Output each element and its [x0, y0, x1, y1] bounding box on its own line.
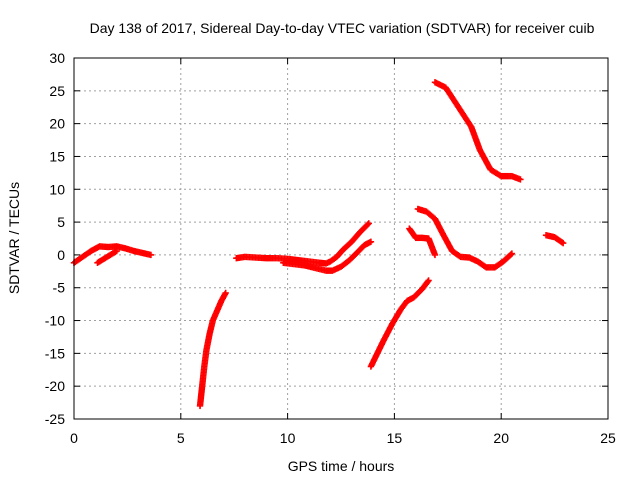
y-tick-label: -5	[53, 280, 66, 296]
data-point	[113, 247, 120, 255]
x-axis-label: GPS time / hours	[288, 458, 395, 474]
series-7	[414, 205, 516, 271]
y-tick-label: -20	[45, 378, 65, 394]
x-tick-label: 5	[177, 430, 185, 446]
data-point	[367, 238, 375, 245]
data-point	[507, 251, 515, 258]
series-3	[233, 220, 372, 267]
series-2	[196, 289, 229, 410]
data-point	[424, 278, 431, 285]
data-point	[222, 289, 229, 297]
y-tick-label: -15	[45, 345, 65, 361]
y-tick-label: 20	[49, 116, 65, 132]
series-8	[431, 79, 524, 183]
y-tick-label: 10	[49, 181, 65, 197]
series-4	[280, 238, 375, 274]
y-tick-label: 30	[49, 50, 65, 66]
x-tick-label: 20	[493, 430, 509, 446]
y-tick-label: 25	[49, 83, 65, 99]
plot-frame	[73, 57, 609, 420]
x-tick-label: 15	[387, 430, 403, 446]
data-point	[425, 277, 432, 284]
series-6	[406, 225, 439, 259]
data-point	[559, 239, 567, 247]
data-point	[147, 251, 155, 259]
y-tick-label: 15	[49, 148, 65, 164]
data-point	[431, 251, 439, 259]
y-tick-label: 5	[57, 214, 65, 230]
data-points	[70, 79, 567, 410]
x-tick-label: 25	[600, 430, 616, 446]
series-5	[367, 277, 432, 370]
data-point	[508, 250, 516, 257]
x-tick-label: 10	[280, 430, 296, 446]
y-axis-label: SDTVAR / TECUs	[6, 182, 22, 294]
y-tick-label: -10	[45, 313, 65, 329]
x-tick-label: 0	[70, 430, 78, 446]
data-point	[364, 221, 371, 228]
data-point	[365, 220, 372, 227]
data-point	[558, 239, 566, 246]
data-point	[517, 176, 524, 183]
axis-ticks: 0 5 10 15 20 25 -25 -20 -15 -10 -5 0 5 10 15 20 25 30	[45, 50, 616, 446]
y-tick-label: 0	[57, 247, 65, 263]
grid	[74, 58, 608, 419]
chart-title: Day 138 of 2017, Sidereal Day-to-day VTE…	[90, 20, 595, 36]
series-1	[94, 247, 120, 266]
series-9	[542, 232, 567, 247]
y-tick-label: -25	[45, 411, 65, 427]
